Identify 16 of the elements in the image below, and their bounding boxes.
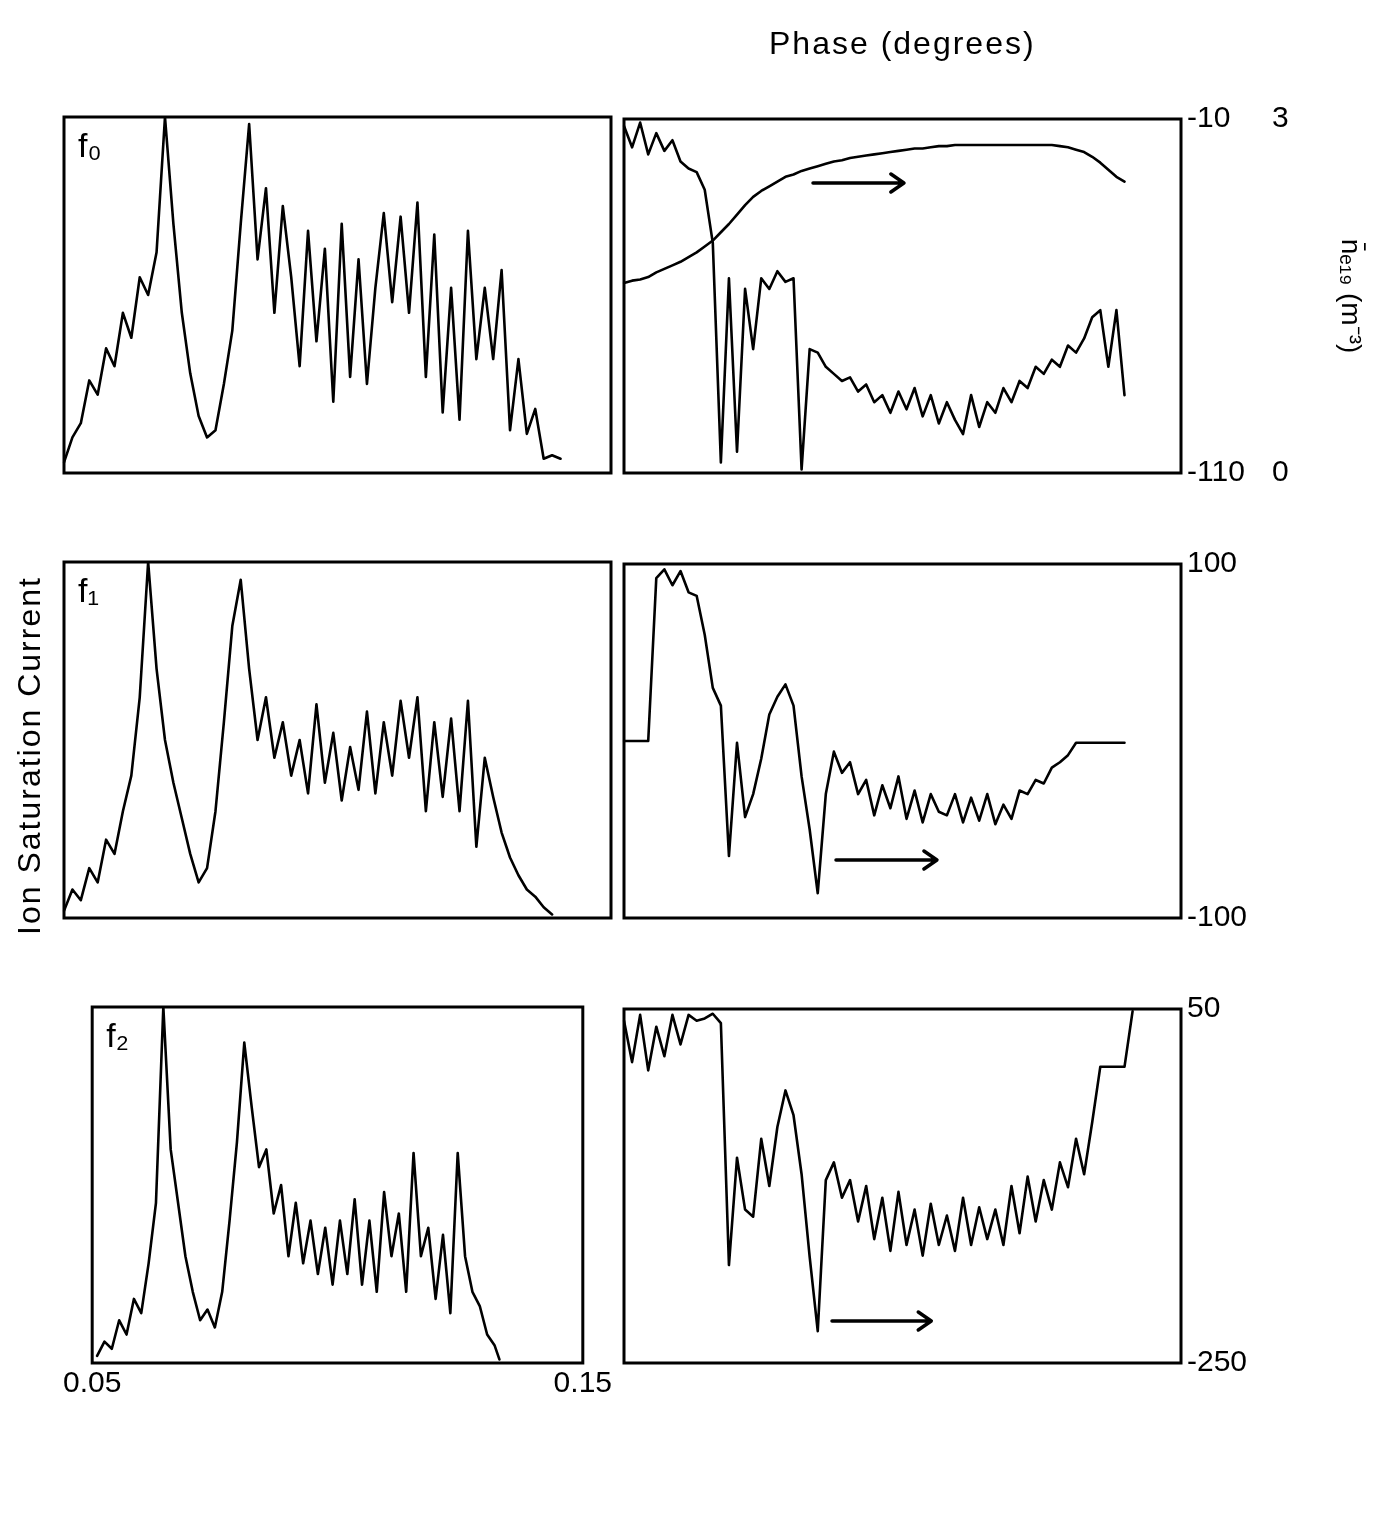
y-tick-label: 50 <box>1187 990 1221 1024</box>
x-tick-label: 0.15 <box>553 1365 612 1399</box>
y-tick-label: -250 <box>1187 1344 1248 1378</box>
y-tick-label: -110 <box>1187 454 1245 488</box>
annotation: f₁ <box>78 571 99 610</box>
y-axis-title: Ion Saturation Current <box>10 575 48 935</box>
annotation: f₀ <box>78 126 102 165</box>
x-tick-label: 0.05 <box>63 1365 122 1399</box>
y2-tick-label: 0 <box>1272 454 1289 488</box>
y-axis-title: Phase (degrees) <box>769 25 1036 62</box>
y2-axis-title: n̄ₑ₁₉ (m⁻³) <box>1336 238 1368 354</box>
y-tick-label: -100 <box>1187 899 1248 933</box>
y-tick-label: -10 <box>1187 100 1231 134</box>
y-tick-label: 100 <box>1187 545 1238 579</box>
y2-tick-label: 3 <box>1272 100 1289 134</box>
annotation: f₂ <box>106 1016 129 1055</box>
